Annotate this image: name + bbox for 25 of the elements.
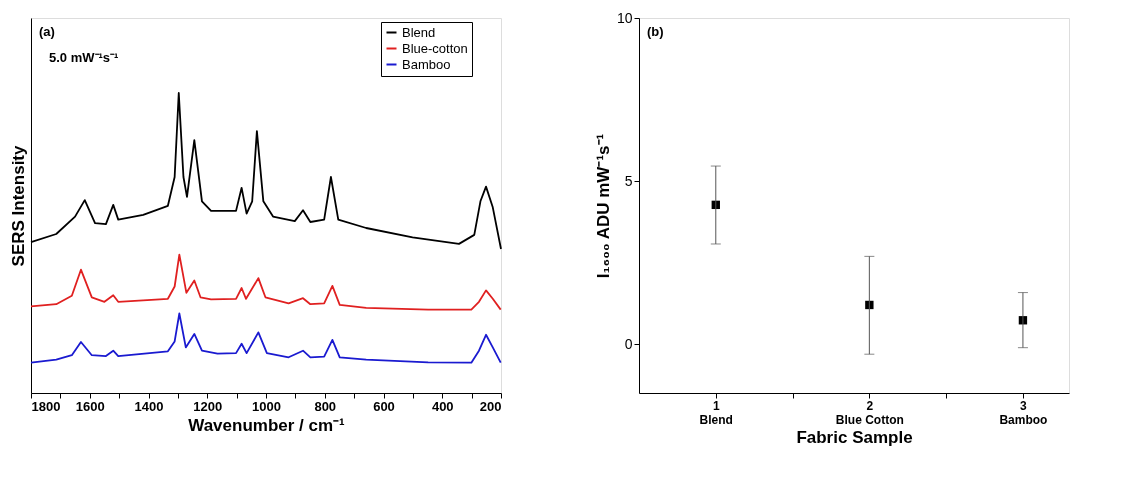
annotation: (b) [647,24,664,39]
legend-label: Blue-cotton [402,40,468,56]
x-tick-label: 200 [479,398,502,414]
text: 5.0 mW⁻¹s⁻¹ [49,50,119,65]
x-tick-label: 800 [314,398,337,414]
x-tick-label: 2 Blue Cotton [835,398,904,427]
y-axis-title: SERS Intensity [8,145,28,267]
y-axis-title: I₁₆₀₀ ADU mW⁻¹s⁻¹ [593,133,613,279]
y-tick-label: 5 [624,172,633,189]
legend-label: Blend [402,24,436,40]
x-tick-label: 1000 [252,398,281,414]
x-tick-label: 1 Blend [699,398,733,427]
x-tick-label: 3 Bamboo [999,398,1048,427]
x-tick-label: 400 [431,398,454,414]
x-axis-title: Wavenumber / cm⁻¹ [188,415,346,435]
x-tick-label: 1200 [193,398,223,414]
text: (a) [39,24,55,39]
x-tick-label: 1800 [31,398,61,414]
legend-label: Bamboo [402,56,451,72]
y-tick-label: 0 [624,335,633,352]
x-axis-title: Fabric Sample [796,427,913,447]
x-tick-label: 1400 [134,398,164,414]
x-tick-label: 1600 [75,398,105,414]
x-tick-label: 600 [373,398,395,414]
y-tick-label: 10 [616,9,633,26]
